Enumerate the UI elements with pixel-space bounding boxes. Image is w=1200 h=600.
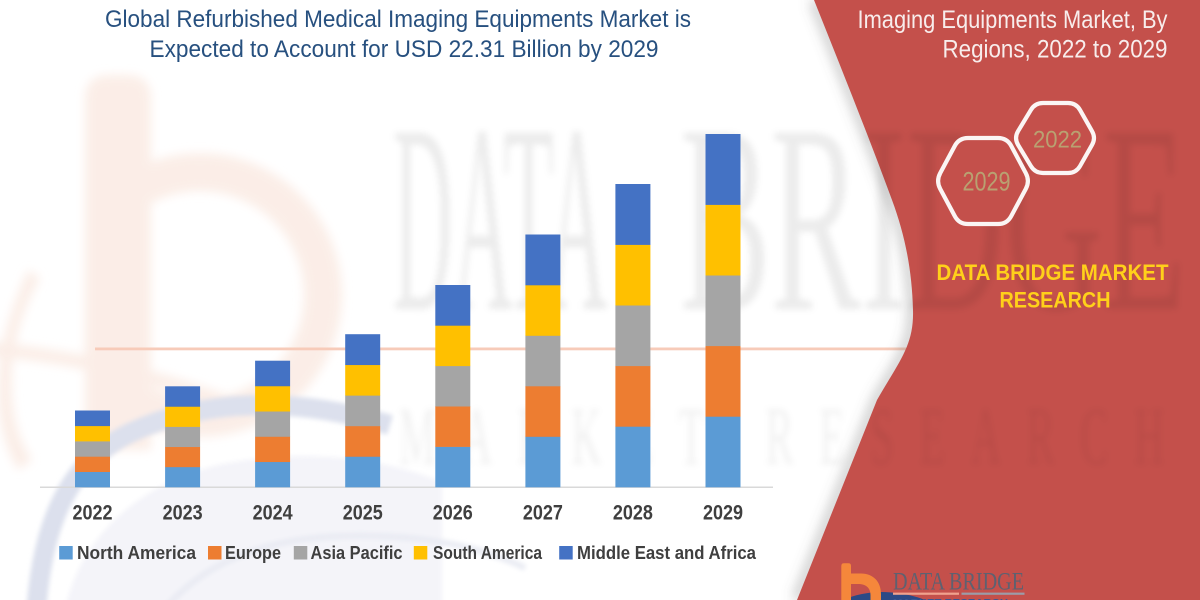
svg-text:MARKET RESEARCH: MARKET RESEARCH (399, 391, 1190, 483)
svg-text:Global Refurbished Medical Ima: Global Refurbished Medical Imaging Equip… (105, 6, 691, 33)
svg-text:DATA BRIDGE MARKET: DATA BRIDGE MARKET (937, 260, 1169, 285)
svg-text:Europe: Europe (225, 543, 281, 563)
svg-text:2022: 2022 (73, 502, 113, 525)
svg-text:North America: North America (77, 543, 197, 563)
svg-text:Regions, 2022 to 2029: Regions, 2022 to 2029 (943, 35, 1168, 63)
svg-text:RESEARCH: RESEARCH (1000, 288, 1111, 313)
svg-text:2026: 2026 (433, 502, 473, 525)
svg-text:2027: 2027 (523, 502, 563, 525)
svg-text:2024: 2024 (253, 502, 293, 525)
svg-text:DATA: DATA (393, 71, 607, 368)
svg-text:2023: 2023 (163, 502, 203, 525)
svg-text:Middle East and Africa: Middle East and Africa (577, 543, 757, 563)
svg-text:2029: 2029 (703, 502, 743, 525)
svg-text:South America: South America (433, 543, 543, 563)
svg-text:Asia Pacific: Asia Pacific (311, 543, 403, 563)
svg-text:2022: 2022 (1033, 127, 1082, 154)
svg-text:BRIDGE: BRIDGE (680, 71, 1185, 368)
svg-text:Expected to Account for USD 22: Expected to Account for USD 22.31 Billio… (150, 36, 659, 63)
svg-text:MARKET RESEARCH: MARKET RESEARCH (893, 598, 1008, 600)
svg-text:DATA BRIDGE: DATA BRIDGE (893, 567, 1024, 596)
svg-text:2029: 2029 (963, 167, 1011, 197)
svg-text:2028: 2028 (613, 502, 653, 525)
svg-text:2025: 2025 (343, 502, 383, 525)
svg-text:Imaging Equipments Market, By: Imaging Equipments Market, By (858, 6, 1168, 34)
